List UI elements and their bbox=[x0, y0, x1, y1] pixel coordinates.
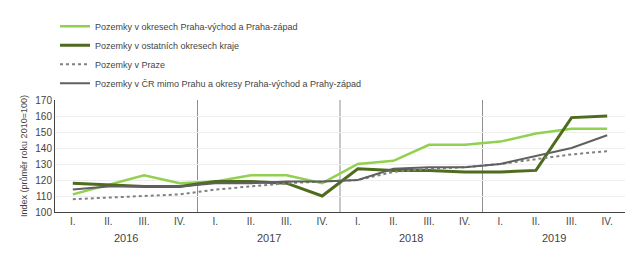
svg-text:2018: 2018 bbox=[399, 232, 423, 244]
svg-text:150: 150 bbox=[35, 127, 52, 138]
svg-text:170: 170 bbox=[35, 95, 52, 106]
svg-text:II.: II. bbox=[389, 216, 397, 227]
svg-text:Index (průměr roku 2010=100): Index (průměr roku 2010=100) bbox=[19, 95, 29, 217]
svg-text:III.: III. bbox=[281, 216, 292, 227]
svg-text:IV.: IV. bbox=[317, 216, 328, 227]
svg-text:2016: 2016 bbox=[114, 232, 138, 244]
svg-text:III.: III. bbox=[566, 216, 577, 227]
svg-text:III.: III. bbox=[423, 216, 434, 227]
svg-text:Pozemky v Praze: Pozemky v Praze bbox=[95, 60, 165, 70]
svg-text:IV.: IV. bbox=[459, 216, 470, 227]
svg-text:II.: II. bbox=[104, 216, 112, 227]
svg-text:Pozemky v ostatních okresech k: Pozemky v ostatních okresech kraje bbox=[95, 41, 239, 51]
svg-text:2017: 2017 bbox=[257, 232, 281, 244]
svg-text:120: 120 bbox=[35, 175, 52, 186]
svg-text:160: 160 bbox=[35, 111, 52, 122]
svg-text:140: 140 bbox=[35, 143, 52, 154]
svg-text:100: 100 bbox=[35, 207, 52, 218]
svg-text:I.: I. bbox=[355, 216, 361, 227]
svg-text:II.: II. bbox=[247, 216, 255, 227]
svg-text:110: 110 bbox=[36, 191, 52, 202]
svg-text:Pozemky v okresech Praha-výcho: Pozemky v okresech Praha-východ a Praha-… bbox=[95, 22, 298, 32]
svg-text:Pozemky v ČR mimo Prahu a okre: Pozemky v ČR mimo Prahu a okresy Praha-v… bbox=[95, 79, 361, 89]
svg-text:I.: I. bbox=[213, 216, 219, 227]
svg-text:130: 130 bbox=[35, 159, 52, 170]
svg-text:III.: III. bbox=[138, 216, 149, 227]
svg-text:IV.: IV. bbox=[602, 216, 613, 227]
svg-text:IV.: IV. bbox=[174, 216, 185, 227]
svg-text:I.: I. bbox=[70, 216, 76, 227]
svg-text:2019: 2019 bbox=[542, 232, 566, 244]
svg-text:I.: I. bbox=[498, 216, 504, 227]
svg-text:II.: II. bbox=[532, 216, 540, 227]
